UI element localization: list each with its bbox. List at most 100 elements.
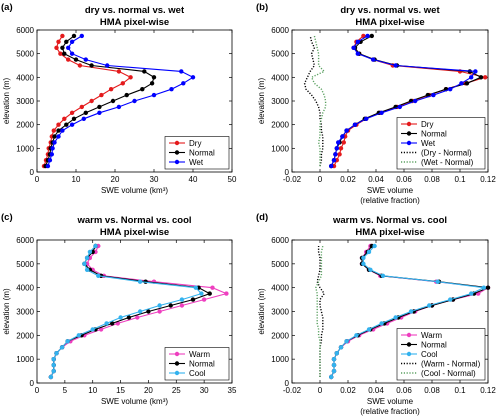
- data-point: [128, 75, 133, 80]
- data-point: [45, 163, 51, 169]
- data-point: [87, 249, 93, 255]
- panel-label: (a): [1, 2, 13, 13]
- data-point: [69, 39, 75, 44]
- x-tick-label: 40: [189, 175, 198, 184]
- y-tick-label: 5000: [271, 260, 289, 269]
- data-point: [69, 51, 75, 56]
- data-point: [66, 45, 71, 50]
- data-point: [361, 33, 366, 39]
- data-point: [60, 45, 65, 50]
- x-tick-label: 0.04: [368, 175, 384, 184]
- data-point: [62, 51, 67, 56]
- series-cool: [329, 243, 486, 380]
- data-point: [51, 128, 56, 133]
- x-tick-label: -0.02: [283, 386, 302, 395]
- y-tick-label: 4000: [16, 73, 34, 82]
- x-tick-label: 10: [88, 386, 97, 395]
- series-wet: [329, 33, 478, 169]
- data-point: [366, 327, 372, 332]
- y-tick-label: 1000: [271, 144, 289, 153]
- y-tick-label: 3000: [271, 97, 289, 106]
- y-tick-label: 2000: [271, 121, 289, 130]
- data-point: [76, 333, 82, 338]
- data-point: [393, 63, 398, 68]
- data-point: [56, 39, 61, 44]
- data-point: [137, 279, 143, 284]
- data-point: [337, 152, 342, 157]
- data-point: [351, 45, 356, 50]
- legend-swatch-marker: [174, 150, 180, 155]
- data-point: [151, 92, 157, 98]
- y-tick-label: 3000: [271, 308, 289, 317]
- data-point: [473, 69, 478, 74]
- data-point: [431, 92, 436, 98]
- data-point: [448, 87, 453, 92]
- data-point: [372, 243, 377, 249]
- legend-swatch-marker: [406, 332, 412, 338]
- panel-label: (d): [256, 212, 268, 223]
- data-point: [118, 315, 123, 320]
- chart-subtitle: HMA pixel-wise: [100, 227, 169, 238]
- data-point: [99, 92, 104, 98]
- legend-label: Cool: [189, 369, 206, 378]
- x-axis-label-line2: (relative fraction): [360, 407, 420, 416]
- legend-swatch-marker: [406, 131, 412, 136]
- series-line: [303, 35, 324, 167]
- data-point: [146, 309, 151, 314]
- series-dry: [41, 33, 133, 169]
- data-point: [66, 57, 71, 62]
- data-point: [181, 81, 186, 86]
- data-point: [81, 116, 87, 122]
- chart-subtitle: HMA pixel-wise: [355, 227, 424, 238]
- data-point: [368, 267, 373, 272]
- x-tick-label: 30: [200, 386, 209, 395]
- data-point: [142, 69, 147, 74]
- data-point: [354, 333, 359, 338]
- data-point: [355, 51, 360, 56]
- x-tick-label: 0: [318, 386, 323, 395]
- data-point: [334, 146, 339, 151]
- data-point: [201, 297, 207, 302]
- data-point: [96, 273, 101, 278]
- data-point: [90, 327, 95, 332]
- data-point: [56, 134, 61, 139]
- x-axis-label: SWE volume (km³): [101, 397, 168, 406]
- y-tick-label: 4000: [271, 284, 289, 293]
- chart-title: dry vs. normal vs. wet: [85, 5, 185, 16]
- y-tick-label: 6000: [271, 236, 289, 245]
- x-tick-label: 0.02: [340, 175, 356, 184]
- data-point: [116, 69, 122, 74]
- y-tick-label: 0: [30, 379, 35, 388]
- x-tick-label: 0: [35, 175, 40, 184]
- data-point: [481, 285, 486, 290]
- data-point: [93, 243, 98, 249]
- y-tick-label: 1000: [271, 355, 289, 364]
- data-point: [64, 39, 69, 44]
- data-point: [140, 87, 145, 92]
- y-tick-label: 1000: [16, 144, 34, 153]
- data-point: [79, 104, 85, 110]
- y-tick-label: 2000: [16, 331, 34, 340]
- data-point: [179, 303, 185, 308]
- x-axis-label-line2: (relative fraction): [360, 196, 420, 205]
- x-tick-label: 10: [72, 175, 81, 184]
- y-tick-label: 3000: [16, 308, 34, 317]
- data-point: [149, 81, 155, 86]
- data-point: [71, 116, 77, 122]
- series-cool: [48, 243, 204, 380]
- legend-swatch-marker: [406, 121, 412, 127]
- data-point: [108, 87, 114, 92]
- y-tick-label: 0: [285, 379, 290, 388]
- panel-label: (c): [1, 212, 13, 223]
- data-point: [151, 75, 157, 80]
- legend-label: Wet: [189, 158, 204, 167]
- legend-swatch-marker: [174, 351, 180, 357]
- data-point: [190, 297, 196, 302]
- legend-label: Cool: [421, 350, 438, 359]
- data-point: [427, 303, 432, 308]
